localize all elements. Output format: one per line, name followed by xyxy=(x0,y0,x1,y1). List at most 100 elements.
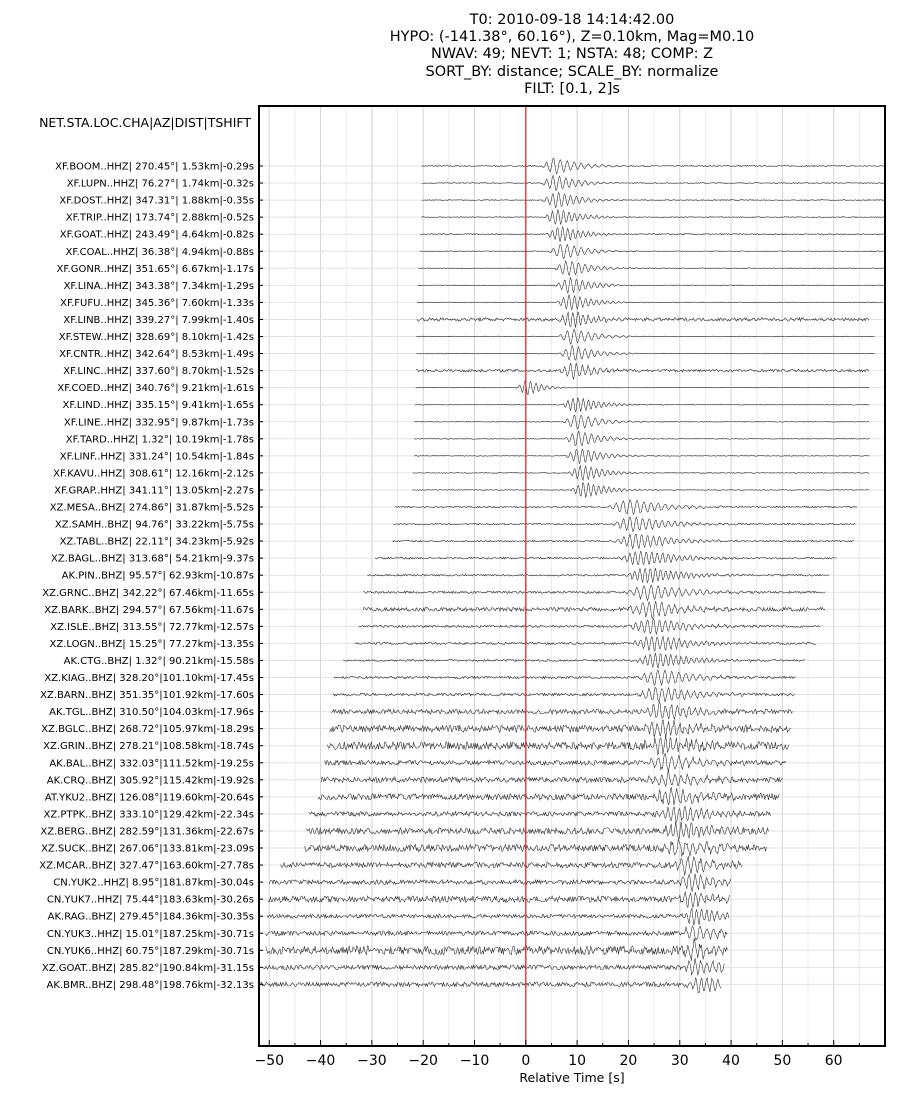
x-tick-label: 40 xyxy=(722,1053,740,1069)
waveform-trace xyxy=(317,787,780,806)
waveform-trace xyxy=(358,617,821,635)
x-tick-label: −20 xyxy=(408,1053,438,1069)
trace-label: AK.BAL..BHZ| 332.03°|111.52km|-19.25s xyxy=(49,758,254,769)
trace-label: XZ.KIAG..BHZ| 328.20°|101.10km|-17.45s xyxy=(44,673,254,684)
title-line-sort: SORT_BY: distance; SCALE_BY: normalize xyxy=(425,63,719,80)
x-tick-label: 60 xyxy=(825,1053,843,1069)
waveform-trace xyxy=(266,907,730,926)
trace-label: CN.YUK6..HHZ| 60.75°|187.29km|-30.71s xyxy=(47,946,254,957)
trace-label: XF.FUFU..HHZ| 345.36°| 7.60km|-1.33s xyxy=(60,298,254,309)
waveform-trace xyxy=(265,925,728,942)
trace-label: AK.TGL..BHZ| 310.50°|104.03km|-17.96s xyxy=(49,707,254,718)
trace-label: AK.BMR..BHZ| 298.48°|198.76km|-32.13s xyxy=(47,980,255,991)
trace-label: XF.GONR..HHZ| 351.65°| 6.67km|-1.17s xyxy=(57,264,254,275)
title-line-filter: FILT: [0.1, 2]s xyxy=(524,80,620,97)
trace-label: XF.LINC..HHZ| 337.60°| 8.70km|-1.52s xyxy=(63,366,254,377)
trace-label: XZ.BERG..BHZ| 282.59°|131.36km|-22.67s xyxy=(40,826,254,837)
trace-label-layer: XF.BOOM..HHZ| 270.45°| 1.53km|-0.29s XF.L… xyxy=(39,162,254,991)
waveform-trace xyxy=(306,821,769,839)
trace-label: XF.LINB..HHZ| 339.27°| 7.99km|-1.40s xyxy=(63,315,254,326)
waveform-trace xyxy=(415,379,870,396)
trace-label: XF.GOAT..HHZ| 243.49°| 4.64km|-0.82s xyxy=(60,230,254,241)
trace-label: XF.LUPN..HHZ| 76.27°| 1.74km|-0.32s xyxy=(67,179,254,190)
x-tick-label: −40 xyxy=(306,1053,336,1069)
trace-label: XZ.GOAT..BHZ| 285.82°|190.84km|-31.15s xyxy=(42,963,254,974)
trace-label: XZ.SAMH..BHZ| 94.76°| 33.22km|-5.75s xyxy=(55,520,254,531)
waveform-trace xyxy=(367,567,830,584)
trace-label: XF.STEW..HHZ| 328.69°| 8.10km|-1.42s xyxy=(59,332,254,343)
trace-label: XF.BOOM..HHZ| 270.45°| 1.53km|-0.29s xyxy=(55,162,254,173)
x-tick-label: −50 xyxy=(254,1053,284,1069)
waveform-trace xyxy=(411,481,870,498)
waveform-trace xyxy=(414,414,870,430)
waveform-trace xyxy=(308,805,771,824)
waveform-trace xyxy=(333,669,796,686)
trace-label: XZ.GRIN..BHZ| 278.21°|108.58km|-18.74s xyxy=(43,741,254,752)
waveform-trace xyxy=(362,600,826,619)
trace-layer xyxy=(258,106,885,1046)
waveform-trace xyxy=(416,328,875,345)
trace-label: XF.CNTR..HHZ| 342.64°| 8.53km|-1.49s xyxy=(59,349,254,360)
waveform-trace xyxy=(421,174,885,191)
trace-label: XF.COED..HHZ| 340.76°| 9.21km|-1.61s xyxy=(57,383,254,394)
waveform-trace xyxy=(326,735,790,756)
waveform-trace xyxy=(332,686,795,703)
trace-label: XZ.MESA..BHZ| 274.86°| 31.87km|-5.52s xyxy=(50,503,254,514)
trace-label: AT.YKU2..BHZ| 126.08°|119.60km|-20.64s xyxy=(45,792,254,803)
trace-label: XZ.GRNC..BHZ| 342.22°| 67.46km|-11.65s xyxy=(42,588,254,599)
title-line-hypo: HYPO: (-141.38°, 60.16°), Z=0.10km, Mag=… xyxy=(389,29,755,46)
waveform-trace xyxy=(329,719,792,738)
grid-layer xyxy=(259,106,885,1046)
x-tick-label: −30 xyxy=(357,1053,387,1069)
waveform-trace xyxy=(304,838,767,857)
trace-label: XF.GRAP..HHZ| 341.11°| 13.05km|-2.27s xyxy=(54,485,254,496)
waveform-trace xyxy=(419,243,885,260)
waveform-trace xyxy=(343,652,806,669)
trace-label: AK.CTG..BHZ| 1.32°| 90.21km|-15.58s xyxy=(64,656,254,667)
trace-label: XZ.TABL..BHZ| 22.11°| 34.23km|-5.92s xyxy=(60,537,254,548)
trace-label: XF.DOST..HHZ| 347.31°| 1.88km|-0.35s xyxy=(59,196,254,207)
axis-layer: −50 −40 −30 −20 −10 0 10 20 30 40 50 60 xyxy=(254,105,886,1069)
waveform-trace xyxy=(417,260,885,276)
waveform-trace xyxy=(421,209,885,226)
waveform-trace xyxy=(420,226,885,242)
waveform-trace xyxy=(415,363,869,381)
trace-label: XF.KAVU..HHZ| 308.61°| 12.16km|-2.12s xyxy=(53,468,254,479)
trace-label: CN.YUK2..HHZ| 8.95°|181.87km|-30.04s xyxy=(53,878,254,889)
trace-label: CN.YUK3..HHZ| 15.01°|187.25km|-30.71s xyxy=(47,929,254,940)
plot-frame xyxy=(258,105,886,1047)
title-line-t0: T0: 2010-09-18 14:14:42.00 xyxy=(469,12,675,28)
waveform-trace xyxy=(267,891,730,908)
waveform-trace xyxy=(280,856,743,876)
trace-label: XZ.LOGN..BHZ| 15.25°| 77.27km|-13.35s xyxy=(50,639,254,650)
trace-label: XZ.SUCK..BHZ| 267.06°|133.81km|-23.09s xyxy=(41,844,254,855)
trace-label: XZ.BGLC..BHZ| 268.72°|105.97km|-18.29s xyxy=(41,724,254,735)
waveform-trace xyxy=(265,938,728,961)
trace-label: XZ.BAGL..BHZ| 313.68°| 54.21km|-9.37s xyxy=(51,554,254,565)
chart-title-block: T0: 2010-09-18 14:14:42.00 HYPO: (-141.3… xyxy=(259,12,885,98)
waveform-trace xyxy=(413,448,870,464)
trace-label: XF.TARD..HHZ| 1.32°| 10.19km|-1.78s xyxy=(66,434,254,445)
x-axis-label: Relative Time [s] xyxy=(519,1070,624,1085)
waveform-trace xyxy=(413,430,870,446)
waveform-trace xyxy=(323,752,787,771)
waveform-trace xyxy=(421,157,885,175)
waveform-trace xyxy=(421,191,885,209)
x-tick-label: 20 xyxy=(620,1053,638,1069)
waveform-trace xyxy=(262,958,725,977)
waveform-trace xyxy=(392,533,855,550)
trace-label: XF.LINF..HHZ| 331.24°| 10.54km|-1.84s xyxy=(60,451,254,462)
trace-label: XF.LIND..HHZ| 335.15°| 9.41km|-1.65s xyxy=(63,400,254,411)
waveform-trace xyxy=(330,700,793,721)
waveform-trace xyxy=(269,873,732,892)
trace-label-header: NET.STA.LOC.CHA|AZ|DIST|TSHIFT xyxy=(39,115,251,130)
waveform-trace xyxy=(258,976,721,994)
waveform-trace xyxy=(394,499,857,515)
waveform-trace xyxy=(363,584,826,602)
x-tick-label: 0 xyxy=(521,1053,530,1069)
trace-label: XF.LINE..HHZ| 332.95°| 9.87km|-1.73s xyxy=(64,417,254,428)
x-tick-label: −10 xyxy=(460,1053,490,1069)
trace-label: XZ.ISLE..BHZ| 313.55°| 72.77km|-12.57s xyxy=(50,622,254,633)
trace-label: XF.TRIP..HHZ| 173.74°| 2.88km|-0.52s xyxy=(66,213,254,224)
